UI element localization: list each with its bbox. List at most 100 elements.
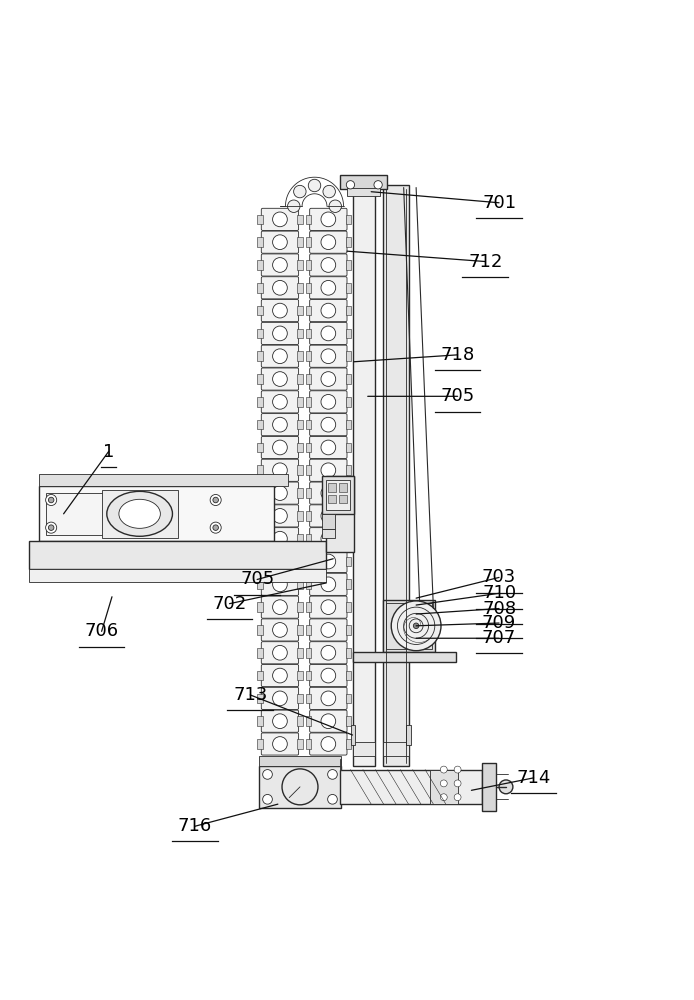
FancyBboxPatch shape <box>261 573 298 595</box>
Circle shape <box>321 623 336 637</box>
Bar <box>297 306 303 315</box>
Circle shape <box>273 463 287 478</box>
Bar <box>346 465 351 475</box>
Bar <box>346 351 351 361</box>
Bar <box>297 215 303 224</box>
Bar <box>297 579 303 589</box>
Circle shape <box>321 509 336 523</box>
FancyBboxPatch shape <box>310 505 347 527</box>
Bar <box>29 569 326 582</box>
Bar <box>257 488 262 498</box>
Circle shape <box>273 600 287 614</box>
Circle shape <box>308 179 321 192</box>
Circle shape <box>273 737 287 751</box>
Text: 1: 1 <box>103 443 115 461</box>
Bar <box>297 351 303 361</box>
FancyBboxPatch shape <box>310 254 347 276</box>
Bar <box>305 443 311 452</box>
Bar <box>322 514 335 529</box>
Bar <box>257 648 262 658</box>
Circle shape <box>49 497 54 503</box>
Text: 705: 705 <box>240 570 274 588</box>
Circle shape <box>323 185 335 198</box>
Bar <box>383 742 409 756</box>
Bar <box>340 175 387 189</box>
FancyBboxPatch shape <box>310 368 347 390</box>
Bar <box>305 397 311 407</box>
Bar <box>328 495 336 503</box>
Circle shape <box>414 623 419 629</box>
FancyBboxPatch shape <box>310 733 347 755</box>
FancyBboxPatch shape <box>261 687 298 709</box>
Bar <box>257 397 262 407</box>
Circle shape <box>321 212 336 227</box>
Bar <box>297 260 303 270</box>
Circle shape <box>273 668 287 683</box>
Bar <box>326 480 350 510</box>
Circle shape <box>346 181 355 189</box>
Circle shape <box>262 794 272 804</box>
Circle shape <box>273 212 287 227</box>
Circle shape <box>321 554 336 569</box>
FancyBboxPatch shape <box>261 619 298 641</box>
Bar <box>297 465 303 475</box>
Bar <box>346 557 351 566</box>
Text: 718: 718 <box>441 346 475 364</box>
Bar <box>346 625 351 635</box>
Circle shape <box>294 185 306 198</box>
FancyBboxPatch shape <box>261 300 298 322</box>
Circle shape <box>273 235 287 250</box>
Bar <box>297 237 303 247</box>
Bar <box>260 766 341 808</box>
Bar <box>257 534 262 544</box>
Bar <box>257 579 262 589</box>
FancyBboxPatch shape <box>261 459 298 481</box>
FancyBboxPatch shape <box>310 436 347 459</box>
Circle shape <box>273 645 287 660</box>
Bar <box>40 474 288 486</box>
FancyBboxPatch shape <box>261 505 298 527</box>
FancyBboxPatch shape <box>261 550 298 573</box>
Bar <box>346 283 351 293</box>
Bar <box>346 602 351 612</box>
Circle shape <box>273 531 287 546</box>
Text: 705: 705 <box>441 387 475 405</box>
FancyBboxPatch shape <box>310 665 347 687</box>
FancyBboxPatch shape <box>310 459 347 481</box>
Circle shape <box>273 691 287 706</box>
FancyBboxPatch shape <box>310 391 347 413</box>
Bar <box>257 329 262 338</box>
Bar <box>305 488 311 498</box>
Bar <box>257 237 262 247</box>
Bar <box>346 443 351 452</box>
Bar <box>305 625 311 635</box>
Bar <box>305 739 311 749</box>
Circle shape <box>46 522 57 533</box>
FancyBboxPatch shape <box>261 710 298 732</box>
Text: 713: 713 <box>233 686 267 704</box>
Circle shape <box>273 509 287 523</box>
FancyBboxPatch shape <box>261 528 298 550</box>
Circle shape <box>321 235 336 250</box>
Bar <box>297 716 303 726</box>
Bar <box>257 557 262 566</box>
Bar <box>353 742 375 756</box>
Bar <box>322 529 335 538</box>
Circle shape <box>273 258 287 272</box>
Bar <box>346 237 351 247</box>
Bar <box>305 694 311 703</box>
Bar <box>305 534 311 544</box>
FancyBboxPatch shape <box>261 345 298 367</box>
FancyBboxPatch shape <box>261 254 298 276</box>
Text: 707: 707 <box>482 629 516 647</box>
Bar <box>305 260 311 270</box>
Bar <box>346 260 351 270</box>
Bar <box>297 671 303 680</box>
Circle shape <box>374 181 382 189</box>
Circle shape <box>273 394 287 409</box>
Circle shape <box>273 714 287 729</box>
Circle shape <box>454 794 461 801</box>
Bar <box>346 648 351 658</box>
Bar <box>305 329 311 338</box>
Text: 710: 710 <box>482 584 516 602</box>
